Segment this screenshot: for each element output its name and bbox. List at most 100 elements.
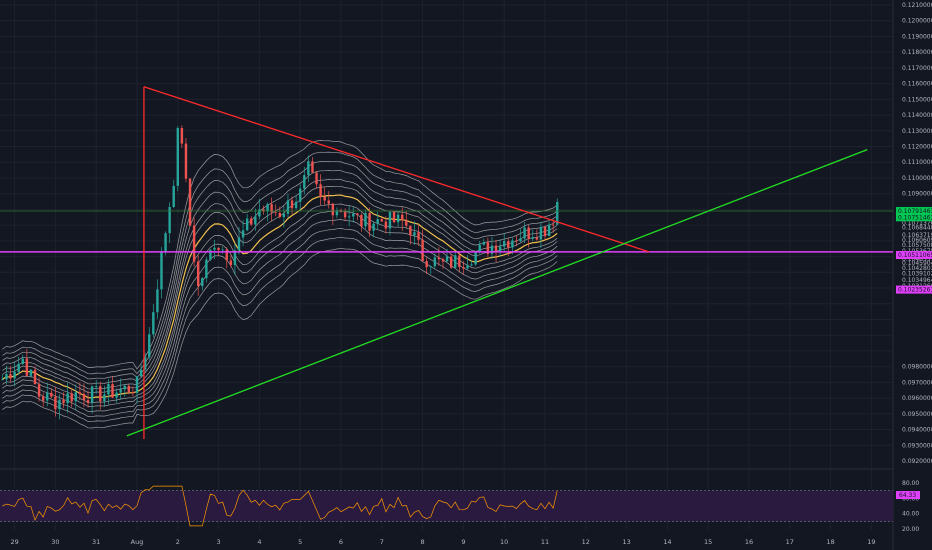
- price-badge-label: 0.10235261: [898, 287, 932, 294]
- candle-body-85: [347, 216, 351, 218]
- candle-body-1: [5, 373, 8, 380]
- trendline-descending-resistance[interactable]: [143, 86, 650, 253]
- candle-body-61: [250, 218, 253, 225]
- candle-body-108: [441, 259, 445, 262]
- candles: [1, 125, 559, 420]
- candle-body-46: [188, 178, 192, 226]
- time-tick-label: 10: [500, 538, 508, 546]
- candle-body-78: [319, 184, 322, 197]
- candle-body-92: [376, 219, 379, 224]
- candle-body-4: [17, 363, 20, 372]
- price-badge-label: 0.10751463: [898, 214, 932, 221]
- candle-body-135: [551, 224, 555, 226]
- time-tick-label: 3: [217, 538, 221, 546]
- candle-body-27: [111, 384, 114, 398]
- candle-body-2: [9, 373, 12, 379]
- rsi-badge: [896, 491, 920, 500]
- price-tick-label: 0.11600000: [902, 81, 932, 88]
- candle-body-103: [421, 239, 424, 262]
- time-tick-label: 11: [541, 538, 549, 546]
- candle-body-133: [543, 226, 547, 237]
- price-tick-label: 0.11300000: [902, 128, 932, 135]
- candle-body-110: [449, 256, 453, 268]
- candle-body-23: [95, 386, 98, 387]
- candle-body-118: [482, 242, 485, 245]
- candle-body-130: [531, 237, 534, 239]
- candle-body-116: [474, 252, 477, 265]
- ribbon-line-8: [2, 170, 558, 385]
- candle-body-76: [311, 161, 314, 173]
- candle-body-26: [107, 384, 110, 395]
- price-tick-label: 0.09300000: [902, 442, 932, 449]
- time-tick-label: 4: [257, 538, 261, 546]
- candle-body-81: [331, 203, 335, 216]
- candle-body-17: [70, 393, 73, 402]
- candle-body-72: [294, 201, 298, 209]
- candle-body-44: [180, 127, 184, 144]
- candle-body-70: [286, 200, 290, 214]
- time-tick-label: 7: [380, 538, 384, 546]
- candle-body-18: [74, 392, 77, 402]
- candle-body-106: [433, 257, 437, 267]
- ribbon-line-2: [2, 228, 558, 418]
- time-tick-label: 18: [826, 538, 834, 546]
- candle-body-107: [437, 257, 441, 260]
- candle-body-14: [58, 399, 61, 410]
- candle-body-6: [25, 358, 29, 376]
- candle-body-71: [290, 200, 294, 209]
- candle-body-131: [535, 237, 539, 240]
- price-tick-label: 0.11400000: [902, 112, 932, 119]
- price-tick-label: 0.09200000: [902, 458, 932, 465]
- price-tick-label: 0.10349644: [902, 277, 932, 284]
- candle-body-37: [152, 312, 155, 335]
- candle-body-50: [205, 259, 208, 279]
- price-tick-label: 0.10713768: [902, 220, 932, 227]
- candle-body-62: [254, 216, 257, 225]
- trendline-ascending-support[interactable]: [126, 149, 868, 437]
- candle-body-94: [384, 221, 388, 229]
- candle-body-91: [372, 223, 375, 231]
- ribbon-line-9: [2, 160, 558, 380]
- time-tick-label: 6: [339, 538, 343, 546]
- candle-body-32: [131, 392, 135, 393]
- price-tick-label: 0.11500000: [902, 96, 932, 103]
- candle-body-121: [494, 245, 498, 253]
- price-tick-label: 0.11900000: [902, 33, 932, 40]
- candle-body-73: [299, 188, 302, 202]
- candle-body-86: [352, 213, 355, 217]
- candle-body-49: [201, 278, 204, 287]
- rsi-band: [0, 490, 893, 522]
- candle-body-97: [396, 214, 400, 223]
- ribbon-line-4: [2, 210, 558, 407]
- ribbon-line-11: [2, 140, 558, 370]
- candle-body-41: [168, 207, 171, 234]
- price-tick-label: 0.09500000: [902, 411, 932, 418]
- time-axis: 29 30 31 Aug 2 3 4 5 6 7 8 9 10 11 12 13 14 15 16 17 18 19: [10, 538, 875, 546]
- rsi-badge-label: 64.33: [899, 492, 916, 499]
- candle-body-124: [507, 241, 510, 248]
- candle-body-40: [164, 233, 167, 252]
- candle-body-100: [409, 225, 412, 236]
- candle-body-115: [470, 264, 473, 266]
- moving-average-line: [2, 194, 558, 399]
- time-tick-label: 5: [298, 538, 302, 546]
- time-tick-label: 29: [10, 538, 18, 546]
- trendlines: [0, 86, 893, 439]
- candle-body-132: [539, 226, 543, 240]
- candle-body-64: [262, 209, 265, 212]
- candle-body-95: [388, 211, 392, 229]
- price-tick-label: 0.10575088: [902, 242, 932, 249]
- candle-body-16: [66, 393, 69, 404]
- candle-body-52: [213, 247, 216, 250]
- ribbon-line-3: [2, 219, 558, 412]
- candle-body-127: [519, 238, 522, 242]
- price-tick-label: 0.09700000: [902, 379, 932, 386]
- candle-body-129: [527, 227, 530, 239]
- ribbon-line-0: [2, 247, 558, 429]
- candle-body-83: [339, 211, 343, 213]
- candle-body-11: [46, 392, 49, 401]
- candle-body-93: [380, 219, 383, 222]
